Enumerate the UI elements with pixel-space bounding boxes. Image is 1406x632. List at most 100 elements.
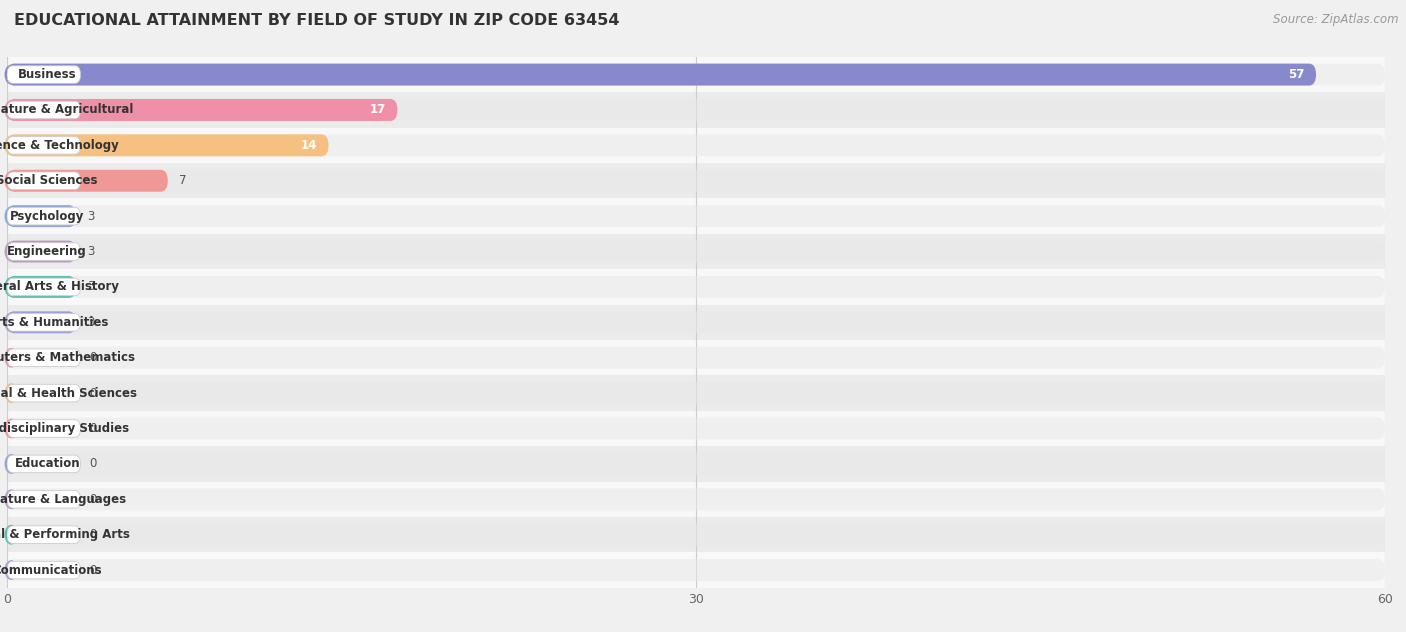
- Circle shape: [6, 171, 17, 190]
- Text: 0: 0: [90, 387, 97, 399]
- Bar: [7, 446, 1385, 482]
- FancyBboxPatch shape: [7, 207, 80, 225]
- FancyBboxPatch shape: [7, 559, 1385, 581]
- FancyBboxPatch shape: [7, 276, 76, 298]
- Circle shape: [6, 454, 17, 473]
- Circle shape: [6, 65, 17, 84]
- Text: 17: 17: [370, 104, 385, 116]
- Text: Engineering: Engineering: [7, 245, 87, 258]
- Text: 0: 0: [90, 493, 97, 506]
- Text: 3: 3: [87, 210, 94, 222]
- FancyBboxPatch shape: [7, 312, 76, 333]
- FancyBboxPatch shape: [7, 135, 329, 156]
- Text: Multidisciplinary Studies: Multidisciplinary Studies: [0, 422, 129, 435]
- FancyBboxPatch shape: [7, 99, 398, 121]
- Text: Psychology: Psychology: [10, 210, 84, 222]
- Text: Bio, Nature & Agricultural: Bio, Nature & Agricultural: [0, 104, 134, 116]
- FancyBboxPatch shape: [7, 241, 1385, 262]
- FancyBboxPatch shape: [7, 101, 80, 119]
- Text: 0: 0: [90, 528, 97, 541]
- Bar: [7, 163, 1385, 198]
- Text: Education: Education: [14, 458, 80, 470]
- Bar: [7, 269, 1385, 305]
- FancyBboxPatch shape: [7, 66, 80, 83]
- Bar: [7, 411, 1385, 446]
- Text: Source: ZipAtlas.com: Source: ZipAtlas.com: [1274, 13, 1399, 26]
- Bar: [7, 375, 1385, 411]
- Circle shape: [6, 100, 17, 119]
- Text: 0: 0: [90, 458, 97, 470]
- Text: Arts & Humanities: Arts & Humanities: [0, 316, 108, 329]
- FancyBboxPatch shape: [7, 418, 1385, 439]
- Circle shape: [6, 525, 17, 544]
- FancyBboxPatch shape: [7, 205, 1385, 227]
- Bar: [7, 517, 1385, 552]
- Circle shape: [6, 207, 17, 226]
- Text: Communications: Communications: [0, 564, 103, 576]
- FancyBboxPatch shape: [7, 382, 1385, 404]
- FancyBboxPatch shape: [7, 524, 1385, 545]
- Text: Science & Technology: Science & Technology: [0, 139, 120, 152]
- Text: 7: 7: [180, 174, 187, 187]
- Bar: [7, 482, 1385, 517]
- Circle shape: [6, 313, 17, 332]
- Text: 0: 0: [90, 351, 97, 364]
- FancyBboxPatch shape: [7, 137, 80, 154]
- FancyBboxPatch shape: [7, 561, 80, 579]
- FancyBboxPatch shape: [7, 313, 80, 331]
- FancyBboxPatch shape: [7, 99, 1385, 121]
- Text: Computers & Mathematics: Computers & Mathematics: [0, 351, 135, 364]
- Text: Social Sciences: Social Sciences: [0, 174, 98, 187]
- Text: Physical & Health Sciences: Physical & Health Sciences: [0, 387, 136, 399]
- Text: 14: 14: [301, 139, 318, 152]
- Bar: [7, 234, 1385, 269]
- FancyBboxPatch shape: [7, 526, 80, 544]
- Bar: [7, 198, 1385, 234]
- FancyBboxPatch shape: [7, 453, 1385, 475]
- Circle shape: [6, 490, 17, 509]
- Circle shape: [6, 561, 17, 580]
- FancyBboxPatch shape: [7, 278, 80, 296]
- FancyBboxPatch shape: [7, 172, 80, 190]
- FancyBboxPatch shape: [7, 349, 80, 367]
- FancyBboxPatch shape: [7, 170, 1385, 191]
- Bar: [7, 128, 1385, 163]
- FancyBboxPatch shape: [7, 243, 80, 260]
- Bar: [7, 552, 1385, 588]
- FancyBboxPatch shape: [7, 312, 1385, 333]
- Text: Business: Business: [18, 68, 76, 81]
- FancyBboxPatch shape: [7, 489, 1385, 510]
- FancyBboxPatch shape: [7, 455, 80, 473]
- Text: 3: 3: [87, 245, 94, 258]
- Bar: [7, 340, 1385, 375]
- FancyBboxPatch shape: [7, 64, 1385, 85]
- Bar: [7, 305, 1385, 340]
- Circle shape: [6, 384, 17, 403]
- FancyBboxPatch shape: [7, 276, 1385, 298]
- Text: 0: 0: [90, 422, 97, 435]
- Text: 57: 57: [1288, 68, 1305, 81]
- Text: 0: 0: [90, 564, 97, 576]
- FancyBboxPatch shape: [7, 420, 80, 437]
- Text: Liberal Arts & History: Liberal Arts & History: [0, 281, 120, 293]
- FancyBboxPatch shape: [7, 205, 76, 227]
- Bar: [7, 57, 1385, 92]
- FancyBboxPatch shape: [7, 170, 167, 191]
- Circle shape: [6, 348, 17, 367]
- FancyBboxPatch shape: [7, 384, 80, 402]
- Circle shape: [6, 136, 17, 155]
- FancyBboxPatch shape: [7, 347, 1385, 368]
- Text: EDUCATIONAL ATTAINMENT BY FIELD OF STUDY IN ZIP CODE 63454: EDUCATIONAL ATTAINMENT BY FIELD OF STUDY…: [14, 13, 620, 28]
- FancyBboxPatch shape: [7, 135, 1385, 156]
- Circle shape: [6, 277, 17, 296]
- Text: 3: 3: [87, 281, 94, 293]
- Circle shape: [6, 242, 17, 261]
- Circle shape: [6, 419, 17, 438]
- Text: Literature & Languages: Literature & Languages: [0, 493, 125, 506]
- FancyBboxPatch shape: [7, 490, 80, 508]
- FancyBboxPatch shape: [7, 64, 1316, 85]
- Bar: [7, 92, 1385, 128]
- Text: Visual & Performing Arts: Visual & Performing Arts: [0, 528, 129, 541]
- FancyBboxPatch shape: [7, 241, 76, 262]
- Text: 3: 3: [87, 316, 94, 329]
